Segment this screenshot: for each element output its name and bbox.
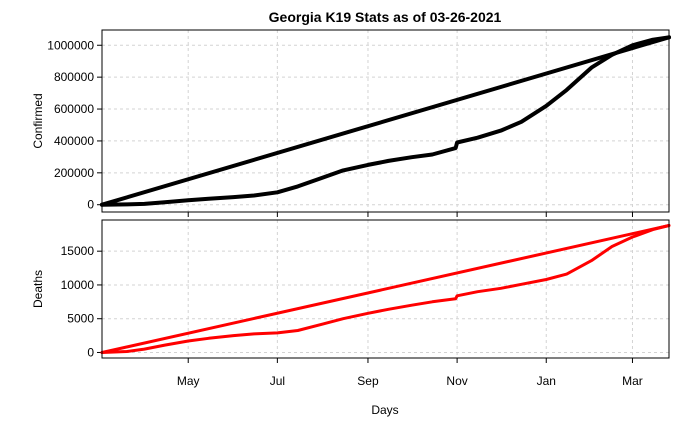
panel-deaths-grid — [102, 220, 669, 358]
panel-confirmed-y-tick-label-3: 600000 — [54, 102, 94, 116]
panel-deaths-y-tick-label-0: 0 — [87, 345, 94, 359]
x-axis-tick-labels: May Jul Sep Nov Jan Mar — [177, 374, 643, 388]
x-axis-label: Days — [371, 403, 398, 417]
panel-deaths-y-ticks: 0 5000 10000 15000 — [61, 244, 102, 359]
panel-deaths-y-tick-label-2: 10000 — [61, 278, 95, 292]
panel-confirmed: 0 200000 400000 600000 800000 1000000 Confirm… — [31, 29, 671, 217]
panel-confirmed-ylabel: Confirmed — [31, 93, 45, 148]
x-tick-label-4: Jan — [537, 374, 556, 388]
panel-confirmed-y-tick-label-4: 800000 — [54, 70, 94, 84]
panel-deaths-x-ticks — [187, 358, 633, 363]
panel-deaths: 0 5000 10000 15000 Deaths — [31, 219, 671, 363]
x-tick-label-3: Nov — [446, 374, 467, 388]
x-tick-label-2: Sep — [357, 374, 379, 388]
panel-deaths-series — [100, 224, 671, 354]
panel-deaths-y-tick-label-3: 15000 — [61, 244, 95, 258]
panel-confirmed-y-ticks: 0 200000 400000 600000 800000 1000000 — [47, 38, 102, 212]
panel-deaths-series-1-line — [100, 224, 671, 354]
chart-title: Georgia K19 Stats as of 03-26-2021 — [269, 9, 502, 25]
panel-confirmed-x-ticks — [187, 212, 633, 217]
panel-confirmed-y-tick-label-1: 200000 — [54, 166, 94, 180]
panel-confirmed-frame — [101, 29, 670, 213]
panel-deaths-frame — [101, 219, 670, 359]
panel-deaths-ylabel: Deaths — [31, 270, 45, 308]
panel-confirmed-y-tick-label-2: 400000 — [54, 134, 94, 148]
panel-confirmed-y-tick-label-0: 0 — [87, 198, 94, 212]
panel-confirmed-series-0-line — [100, 35, 671, 207]
panel-deaths-y-tick-label-1: 5000 — [67, 312, 94, 326]
panel-confirmed-series-1-line — [100, 35, 671, 207]
panel-confirmed-y-tick-label-5: 1000000 — [47, 38, 94, 52]
panel-confirmed-grid — [102, 30, 669, 212]
x-tick-label-1: Jul — [270, 374, 285, 388]
panel-confirmed-series — [100, 35, 671, 207]
x-tick-label-0: May — [177, 374, 200, 388]
x-tick-label-5: Mar — [622, 374, 643, 388]
panel-deaths-series-0-line — [100, 224, 671, 354]
